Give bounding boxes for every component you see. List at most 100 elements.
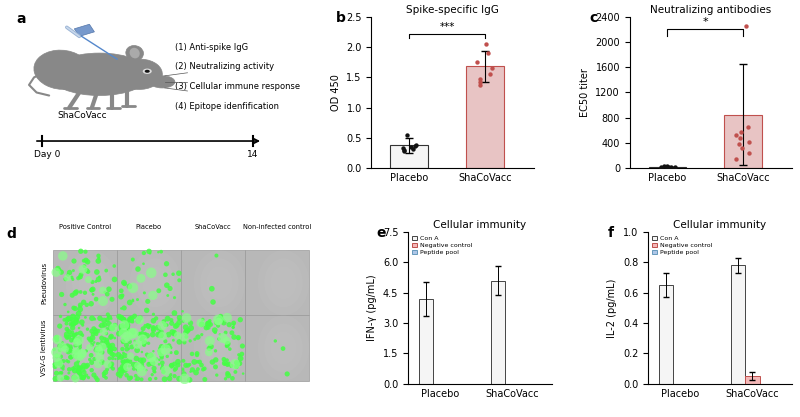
Title: Spike-specific IgG: Spike-specific IgG xyxy=(406,5,499,15)
Ellipse shape xyxy=(117,59,162,90)
Ellipse shape xyxy=(264,259,302,307)
Point xyxy=(114,315,127,322)
Point xyxy=(68,374,81,381)
Point xyxy=(166,271,179,278)
Point xyxy=(219,329,232,336)
Point xyxy=(665,164,678,171)
Point xyxy=(156,332,169,339)
Point xyxy=(51,360,64,367)
Point xyxy=(180,315,193,322)
Point xyxy=(480,40,493,47)
Point xyxy=(134,314,146,321)
Point xyxy=(118,328,131,334)
Point xyxy=(57,366,70,372)
Point xyxy=(62,358,75,365)
Point xyxy=(87,372,100,378)
Point xyxy=(178,376,191,382)
Text: Day 0: Day 0 xyxy=(34,150,61,159)
Point xyxy=(126,296,139,303)
Point xyxy=(68,332,81,339)
Point xyxy=(101,366,114,373)
Point xyxy=(82,374,95,381)
Point xyxy=(121,346,134,352)
Point xyxy=(83,344,96,351)
Point xyxy=(113,366,126,372)
Point xyxy=(95,349,108,356)
Point xyxy=(134,331,146,337)
Point xyxy=(50,370,63,377)
Ellipse shape xyxy=(142,266,168,299)
Point xyxy=(141,352,154,358)
Point xyxy=(90,296,102,302)
Point xyxy=(66,315,78,322)
Point xyxy=(50,335,62,342)
Point xyxy=(66,366,79,372)
Point xyxy=(237,370,250,377)
Point xyxy=(122,328,135,334)
Polygon shape xyxy=(74,24,94,36)
Point xyxy=(58,346,71,352)
Point xyxy=(154,350,166,357)
Point xyxy=(162,315,174,322)
Point xyxy=(152,287,165,294)
Point xyxy=(133,330,146,337)
Point xyxy=(116,368,129,374)
Point xyxy=(218,360,231,367)
Point xyxy=(70,351,82,357)
Point xyxy=(60,320,73,327)
Point xyxy=(65,321,78,327)
Point xyxy=(474,81,486,88)
Point xyxy=(88,330,101,337)
Text: e: e xyxy=(376,226,386,240)
Point xyxy=(59,374,72,381)
Point xyxy=(734,135,746,141)
Point xyxy=(72,347,85,354)
Point xyxy=(148,368,161,375)
Point xyxy=(482,50,494,56)
Point xyxy=(86,367,98,374)
Text: a: a xyxy=(17,12,26,26)
Ellipse shape xyxy=(49,53,150,95)
Point xyxy=(100,374,113,381)
Point xyxy=(121,323,134,329)
Point xyxy=(168,329,181,335)
Point xyxy=(654,163,667,170)
Point xyxy=(218,319,230,326)
Point xyxy=(62,370,75,377)
Text: VSV-G lentivirus: VSV-G lentivirus xyxy=(41,320,47,376)
Point xyxy=(222,360,235,367)
Point xyxy=(127,361,140,368)
Point xyxy=(137,357,150,364)
Point xyxy=(72,368,85,374)
Point xyxy=(198,376,211,383)
Point xyxy=(210,252,223,259)
Text: (3) Cellular immune response: (3) Cellular immune response xyxy=(175,82,300,91)
Ellipse shape xyxy=(206,266,232,299)
Point xyxy=(62,271,74,278)
Point xyxy=(114,354,127,360)
Point xyxy=(74,342,86,348)
Point xyxy=(75,364,88,371)
Point xyxy=(170,323,182,329)
Point xyxy=(220,343,233,349)
Point xyxy=(65,316,78,322)
Point xyxy=(118,323,131,330)
Point xyxy=(221,362,234,368)
Point xyxy=(474,79,486,85)
Ellipse shape xyxy=(194,250,245,315)
Point xyxy=(113,314,126,321)
Text: ***: *** xyxy=(439,22,454,32)
Point xyxy=(115,324,128,330)
Point xyxy=(156,333,169,339)
Point xyxy=(218,360,231,367)
Point xyxy=(98,335,111,342)
Point xyxy=(116,338,129,344)
Point xyxy=(203,337,216,344)
Point xyxy=(61,375,74,382)
Point xyxy=(161,322,174,328)
Point xyxy=(112,371,125,377)
Point xyxy=(55,291,68,298)
Point xyxy=(145,352,158,359)
Point xyxy=(86,331,99,337)
Ellipse shape xyxy=(78,266,104,299)
